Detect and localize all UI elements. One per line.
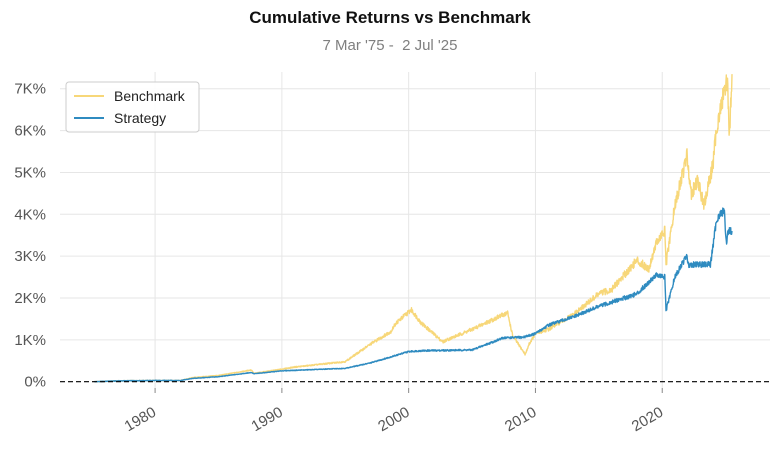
chart-title: Cumulative Returns vs Benchmark [249,8,531,27]
y-tick-label: 1K% [14,332,46,349]
series-lines [93,74,733,383]
x-tick-label: 1980 [122,404,159,435]
series-line-benchmark [93,74,733,383]
y-tick-label: 0% [24,374,46,391]
legend-label: Strategy [114,110,166,126]
legend: Benchmark Strategy [65,81,200,133]
y-tick-label: 7K% [14,81,46,98]
y-axis-ticks: 0% 1K% 2K% 3K% 4K% 5K% 6K% 7K% [14,81,46,391]
y-tick-label: 5K% [14,164,46,181]
x-tick-label: 2000 [375,404,412,435]
x-tick-label: 1990 [248,404,285,435]
legend-label: Benchmark [114,88,186,104]
chart-subtitle: 7 Mar '75 - 2 Jul '25 [322,37,458,54]
x-tick-label: 2020 [629,404,666,435]
series-line-strategy [93,207,733,383]
y-tick-label: 6K% [14,123,46,140]
x-tick-label: 2010 [502,404,539,435]
y-tick-label: 4K% [14,206,46,223]
y-tick-label: 3K% [14,248,46,265]
x-axis-ticks: 1980 1990 2000 2010 2020 [122,388,666,435]
legend-box [65,81,200,133]
y-tick-label: 2K% [14,290,46,307]
